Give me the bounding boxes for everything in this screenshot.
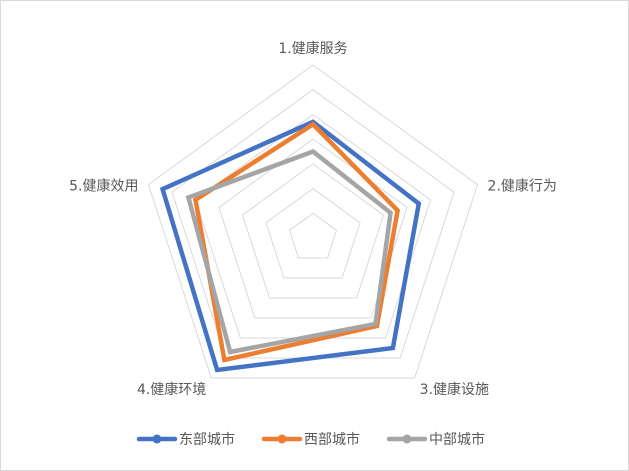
grid-ring bbox=[288, 212, 338, 259]
axis-label: 2.健康行为 bbox=[488, 178, 557, 195]
series-line-2 bbox=[185, 148, 393, 355]
grid-ring bbox=[218, 138, 408, 319]
legend-label-0: 东部城市 bbox=[179, 431, 235, 448]
legend-marker-0 bbox=[152, 434, 162, 444]
series-line-0 bbox=[159, 119, 422, 373]
legend-marker-1 bbox=[277, 434, 287, 444]
legend-label-2: 中部城市 bbox=[429, 431, 485, 448]
axis-label: 1.健康服务 bbox=[278, 40, 347, 57]
grid-ring bbox=[147, 64, 479, 379]
axis-label: 4.健康环境 bbox=[137, 381, 206, 398]
grid-ring bbox=[265, 187, 361, 279]
grid-ring bbox=[241, 163, 385, 299]
legend-marker-2 bbox=[402, 434, 412, 444]
legend-label-1: 西部城市 bbox=[304, 431, 360, 448]
axis-label: 3.健康设施 bbox=[420, 381, 489, 398]
axis-label: 5.健康效用 bbox=[69, 178, 138, 195]
